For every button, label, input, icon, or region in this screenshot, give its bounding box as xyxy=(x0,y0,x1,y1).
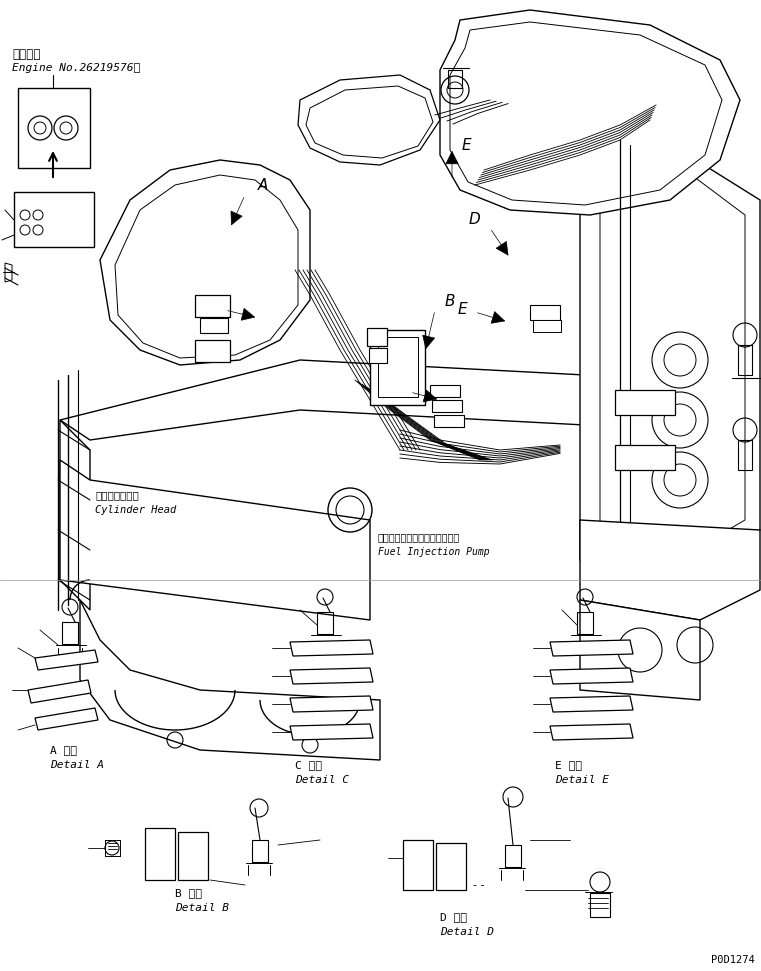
Bar xyxy=(200,318,228,333)
Text: Detail B: Detail B xyxy=(175,903,229,913)
Text: E: E xyxy=(462,138,472,152)
Text: Detail D: Detail D xyxy=(440,927,494,937)
Text: フェルインジェクションポンプ: フェルインジェクションポンプ xyxy=(378,532,460,542)
Bar xyxy=(533,320,561,332)
Polygon shape xyxy=(290,668,373,684)
Bar xyxy=(436,843,466,890)
Text: Detail E: Detail E xyxy=(555,775,609,785)
Text: B 詳細: B 詳細 xyxy=(175,888,202,898)
Bar xyxy=(195,340,230,362)
Bar xyxy=(505,845,521,867)
Bar xyxy=(252,840,268,862)
Bar xyxy=(195,295,230,317)
Text: D 詳細: D 詳細 xyxy=(440,912,467,922)
Text: E 詳細: E 詳細 xyxy=(555,760,582,770)
Bar xyxy=(370,330,425,405)
Text: A: A xyxy=(208,300,218,316)
Polygon shape xyxy=(580,520,760,620)
Polygon shape xyxy=(450,22,722,205)
Text: C: C xyxy=(391,383,402,397)
Text: A 詳細: A 詳細 xyxy=(50,745,77,755)
Text: シリンダヘッド: シリンダヘッド xyxy=(95,490,139,500)
Polygon shape xyxy=(100,160,310,365)
Text: - -: - - xyxy=(473,880,485,890)
Polygon shape xyxy=(290,696,373,712)
Bar xyxy=(590,893,610,917)
Text: Detail A: Detail A xyxy=(50,760,104,770)
Polygon shape xyxy=(550,640,633,656)
Bar xyxy=(530,305,560,320)
Bar xyxy=(14,192,94,247)
Polygon shape xyxy=(35,708,98,730)
Text: Fuel Injection Pump: Fuel Injection Pump xyxy=(378,547,489,557)
Polygon shape xyxy=(60,360,680,440)
Text: D: D xyxy=(468,213,480,227)
Bar xyxy=(738,440,752,470)
Polygon shape xyxy=(290,724,373,740)
Text: Cylinder Head: Cylinder Head xyxy=(95,505,177,515)
Text: B: B xyxy=(445,294,456,310)
Bar xyxy=(403,840,433,890)
Bar xyxy=(62,622,78,644)
Text: 適用号機: 適用号機 xyxy=(12,48,40,61)
Polygon shape xyxy=(115,175,298,358)
Bar xyxy=(430,385,460,397)
Bar xyxy=(615,390,675,415)
Polygon shape xyxy=(80,600,380,760)
Polygon shape xyxy=(306,86,433,158)
Text: A: A xyxy=(258,178,269,192)
Polygon shape xyxy=(550,668,633,684)
Polygon shape xyxy=(550,724,633,740)
Bar xyxy=(615,445,675,470)
Polygon shape xyxy=(290,640,373,656)
Bar xyxy=(145,828,175,880)
Polygon shape xyxy=(298,75,440,165)
Bar xyxy=(432,400,462,412)
Text: Detail C: Detail C xyxy=(295,775,349,785)
Polygon shape xyxy=(35,650,98,670)
Bar xyxy=(434,415,464,427)
Bar xyxy=(577,612,593,634)
Bar xyxy=(738,345,752,375)
Polygon shape xyxy=(580,140,760,570)
Bar xyxy=(178,832,208,880)
Polygon shape xyxy=(550,696,633,712)
Bar xyxy=(367,328,387,346)
Polygon shape xyxy=(440,10,740,215)
Polygon shape xyxy=(60,420,90,610)
Bar xyxy=(369,348,387,363)
Bar xyxy=(448,70,462,88)
Bar xyxy=(317,612,333,634)
Text: P0D1274: P0D1274 xyxy=(712,955,755,965)
Polygon shape xyxy=(28,680,91,703)
Text: Engine No.26219576～: Engine No.26219576～ xyxy=(12,63,140,73)
Text: C 詳細: C 詳細 xyxy=(295,760,322,770)
Polygon shape xyxy=(580,600,700,700)
Bar xyxy=(378,337,418,397)
Text: E: E xyxy=(457,303,467,318)
Polygon shape xyxy=(600,160,745,555)
Bar xyxy=(18,88,90,168)
Polygon shape xyxy=(60,460,370,620)
